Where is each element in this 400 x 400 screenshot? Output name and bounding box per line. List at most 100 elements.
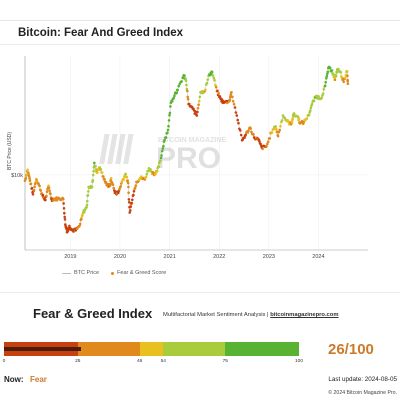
fear-greed-point [181, 76, 184, 79]
fear-greed-point [249, 127, 252, 130]
watermark-logo: BITCOIN MAGAZINE PRO [99, 134, 226, 175]
fear-greed-point [64, 223, 67, 226]
fear-greed-point [310, 102, 314, 106]
fear-greed-point [119, 185, 122, 188]
fear-greed-point [25, 173, 29, 177]
fear-greed-point [169, 105, 172, 108]
fear-greed-point [45, 190, 49, 193]
fear-greed-point [332, 73, 335, 76]
fear-greed-point [63, 218, 67, 221]
fear-greed-point [266, 140, 270, 143]
fear-greed-point [132, 193, 135, 197]
fear-greed-point [126, 181, 130, 185]
gauge-tick-label: 25 [75, 359, 81, 364]
btc-price-legend-label: BTC Price [74, 270, 100, 276]
fear-greed-point [186, 95, 189, 99]
fear-greed-point [85, 206, 88, 209]
fear-greed-point [124, 172, 127, 176]
watermark-line1: BITCOIN MAGAZINE [158, 137, 226, 144]
fear-greed-point [309, 109, 312, 112]
fear-greed-point [270, 131, 274, 134]
y-axis-label: BTC Price (USD) [7, 132, 13, 170]
fear-greed-point [326, 72, 329, 76]
fear-greed-point [47, 184, 50, 187]
gauge-segment [139, 342, 164, 356]
fear-greed-point [186, 97, 190, 101]
fear-greed-point [132, 189, 136, 193]
site-link[interactable]: bitcoinmagazinepro.com [270, 312, 339, 318]
fear-greed-point [92, 169, 95, 173]
fear-greed-point [239, 129, 242, 132]
fear-greed-point [173, 94, 176, 98]
fear-greed-point [167, 119, 171, 122]
fear-greed-point [112, 186, 115, 190]
fear-greed-point [345, 70, 349, 74]
fear-greed-point [337, 67, 340, 71]
fear-greed-point [266, 142, 269, 146]
fear-greed-point [127, 201, 131, 204]
fear-greed-point [140, 175, 143, 178]
fear-greed-point [217, 92, 220, 95]
fear-greed-point [168, 111, 172, 115]
gauge-segment [77, 342, 140, 356]
fear-greed-legend-swatch [111, 271, 115, 275]
gauge-tick-label: 54 [160, 359, 166, 364]
fear-greed-point [164, 136, 168, 139]
fear-greed-point [160, 149, 164, 153]
fear-greed-point [33, 185, 36, 188]
fear-greed-chart[interactable]: BITCOIN MAGAZINE PRO BTC Price (USD) $10… [0, 46, 400, 268]
fear-greed-point [197, 103, 200, 106]
y-tick-labels: $10k [11, 173, 23, 179]
fear-greed-point [325, 77, 328, 80]
fear-greed-point [186, 89, 189, 93]
fear-greed-point [339, 71, 343, 74]
fear-greed-point [279, 124, 282, 128]
fear-greed-point [27, 175, 31, 178]
btc-price-legend-swatch [62, 272, 71, 274]
fear-greed-point [163, 138, 166, 142]
fear-greed-point [291, 117, 295, 121]
fear-greed-point [278, 128, 282, 132]
fear-greed-point [28, 177, 31, 180]
fear-greed-point [86, 199, 89, 203]
fear-greed-point [322, 88, 326, 91]
fear-greed-point [258, 139, 261, 143]
fear-greed-point [162, 144, 165, 148]
score-value: 26/100 [328, 341, 374, 358]
fear-greed-point [62, 207, 66, 210]
fear-greed-point [102, 175, 105, 178]
fear-greed-point [346, 78, 350, 82]
fear-greed-point [324, 80, 328, 84]
fear-greed-point [157, 165, 161, 168]
fear-greed-point [344, 76, 347, 80]
fear-greed-point [30, 186, 34, 190]
last-update: Last update: 2024-08-05 [328, 376, 397, 383]
fear-greed-point [45, 194, 48, 198]
fear-greed-point [239, 133, 243, 137]
fear-greed-point [62, 202, 65, 205]
gauge-tick-label: 75 [222, 359, 228, 364]
fear-greed-point [290, 121, 294, 124]
fear-greed-point [236, 118, 239, 122]
fear-greed-point [24, 177, 28, 180]
fear-greed-point [166, 128, 170, 132]
fear-greed-point [346, 74, 349, 78]
x-tick-label: 2021 [164, 254, 176, 260]
fear-greed-point [317, 95, 320, 98]
fear-greed-point [185, 83, 188, 87]
fear-greed-point [328, 66, 332, 70]
fear-greed-point [96, 171, 99, 174]
fear-greed-point [277, 130, 281, 134]
fear-greed-point [38, 184, 41, 188]
y-tick-label: $10k [11, 173, 23, 179]
chart-title: Bitcoin: Fear And Greed Index [18, 27, 184, 39]
fear-greed-point [330, 69, 334, 72]
fear-greed-point [232, 102, 236, 106]
fear-greed-point [297, 117, 301, 120]
fear-greed-point [231, 95, 234, 99]
fear-greed-point [183, 74, 186, 77]
fear-greed-point [326, 70, 330, 74]
fear-greed-point [275, 128, 278, 131]
fear-greed-point [161, 147, 165, 150]
fear-greed-point [274, 125, 277, 128]
